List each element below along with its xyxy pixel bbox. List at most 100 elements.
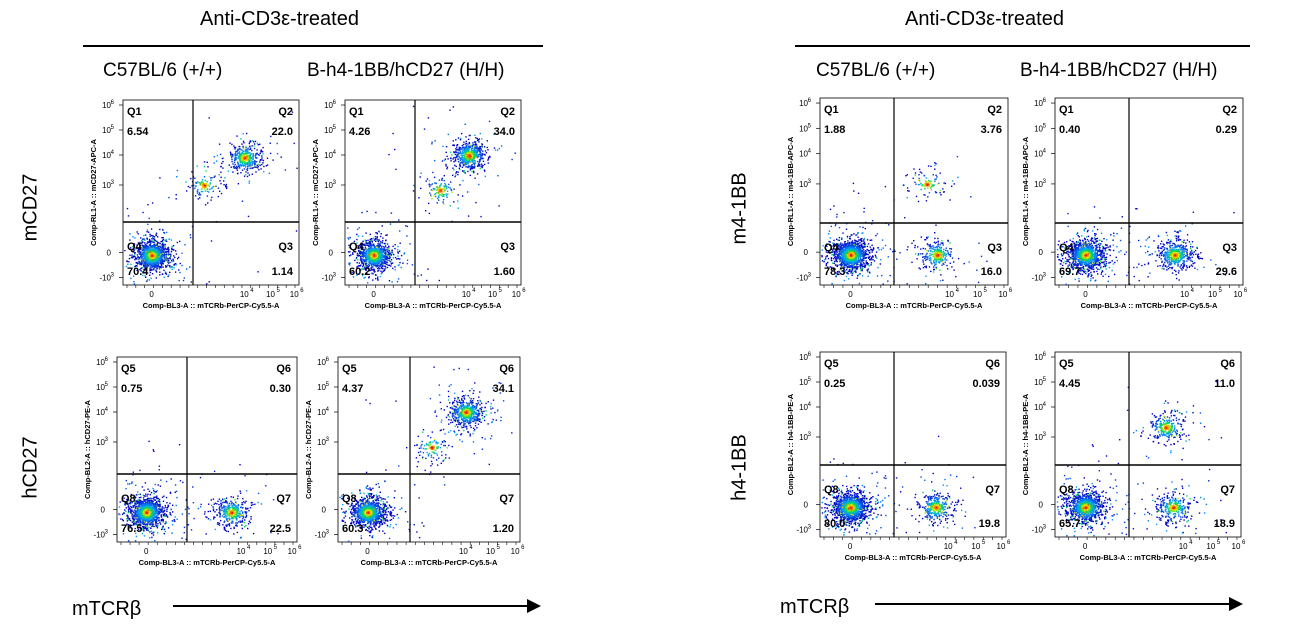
event-dot <box>463 141 465 143</box>
event-dot <box>376 233 378 235</box>
event-dot <box>449 205 451 207</box>
event-dot <box>128 261 130 263</box>
event-dot <box>425 180 427 182</box>
event-dot <box>388 255 390 257</box>
event-dot <box>149 255 151 258</box>
event-dot <box>476 147 478 150</box>
event-dot <box>385 255 387 257</box>
event-dot <box>366 254 368 256</box>
event-dot <box>241 163 244 165</box>
event-dot <box>235 157 237 159</box>
event-dot <box>387 257 389 259</box>
event-dot <box>124 249 126 252</box>
event-dot <box>366 242 369 245</box>
event-dot <box>136 262 138 264</box>
event-dot <box>167 275 169 278</box>
event-dot <box>137 248 140 251</box>
event-dot <box>377 267 379 270</box>
event-dot <box>150 254 152 256</box>
event-dot <box>370 252 372 255</box>
event-dot <box>467 153 469 156</box>
event-dot <box>231 160 233 163</box>
event-dot <box>131 256 133 258</box>
event-dot <box>236 166 238 168</box>
event-dot <box>138 261 141 263</box>
event-dot <box>364 258 367 260</box>
event-dot <box>389 260 391 262</box>
event-dot <box>373 255 376 257</box>
event-dot <box>187 185 190 188</box>
event-dot <box>246 155 249 157</box>
event-dot <box>461 152 463 155</box>
event-dot <box>375 253 377 255</box>
event-dot <box>474 177 476 179</box>
event-dot <box>154 258 156 261</box>
event-dot <box>362 256 365 258</box>
event-dot <box>204 186 207 188</box>
event-dot <box>243 158 245 161</box>
event-dot <box>160 264 163 266</box>
event-dot <box>160 265 163 267</box>
event-dot <box>475 201 477 204</box>
event-dot <box>165 238 167 241</box>
event-dot <box>152 489 155 491</box>
event-dot <box>365 269 368 271</box>
event-dot <box>147 529 150 531</box>
event-dot <box>366 244 369 246</box>
event-dot <box>443 195 445 198</box>
event-dot <box>191 185 193 187</box>
event-dot <box>206 188 209 190</box>
event-dot <box>238 152 240 154</box>
event-dot <box>397 278 400 280</box>
event-dot <box>468 165 470 167</box>
event-dot <box>475 143 478 146</box>
event-dot <box>144 264 147 266</box>
event-dot <box>361 273 363 275</box>
quadrant-percent: 1.60 <box>494 266 515 278</box>
event-dot <box>179 240 181 243</box>
event-dot <box>486 146 488 149</box>
event-dot <box>397 249 399 251</box>
quadrant-percent: 60.2 <box>349 266 370 278</box>
event-dot <box>376 253 379 255</box>
quadrant-name: Q2 <box>278 106 293 118</box>
event-dot <box>137 521 139 523</box>
event-dot <box>488 120 491 123</box>
event-dot <box>467 163 469 165</box>
event-dot <box>359 257 362 259</box>
quadrant-percent: 1.14 <box>272 266 294 278</box>
event-dot <box>370 248 373 251</box>
event-dot <box>362 235 364 237</box>
event-dot <box>148 247 150 249</box>
event-dot <box>474 134 476 137</box>
event-dot <box>165 260 167 262</box>
event-dot <box>145 250 147 253</box>
event-dot <box>388 280 391 282</box>
event-dot <box>379 265 382 267</box>
event-dot <box>167 247 170 249</box>
event-dot <box>372 237 375 239</box>
event-dot <box>432 188 434 190</box>
event-dot <box>380 241 382 243</box>
event-dot <box>347 237 349 239</box>
event-dot <box>157 236 159 238</box>
event-dot <box>431 183 434 185</box>
x-tick-label: 10 <box>488 290 497 299</box>
event-dot <box>348 244 350 247</box>
event-dot <box>486 140 488 142</box>
event-dot <box>163 248 166 250</box>
event-dot <box>157 265 160 267</box>
event-dot <box>150 258 153 261</box>
event-dot <box>162 260 164 262</box>
event-dot <box>153 236 156 238</box>
event-dot <box>467 149 469 151</box>
event-dot <box>446 190 449 192</box>
event-dot <box>440 183 442 185</box>
event-dot <box>374 249 376 251</box>
event-dot <box>136 231 138 233</box>
event-dot <box>246 169 249 171</box>
event-dot <box>441 195 444 197</box>
event-dot <box>246 132 248 135</box>
event-dot <box>440 189 443 191</box>
event-dot <box>420 172 422 174</box>
